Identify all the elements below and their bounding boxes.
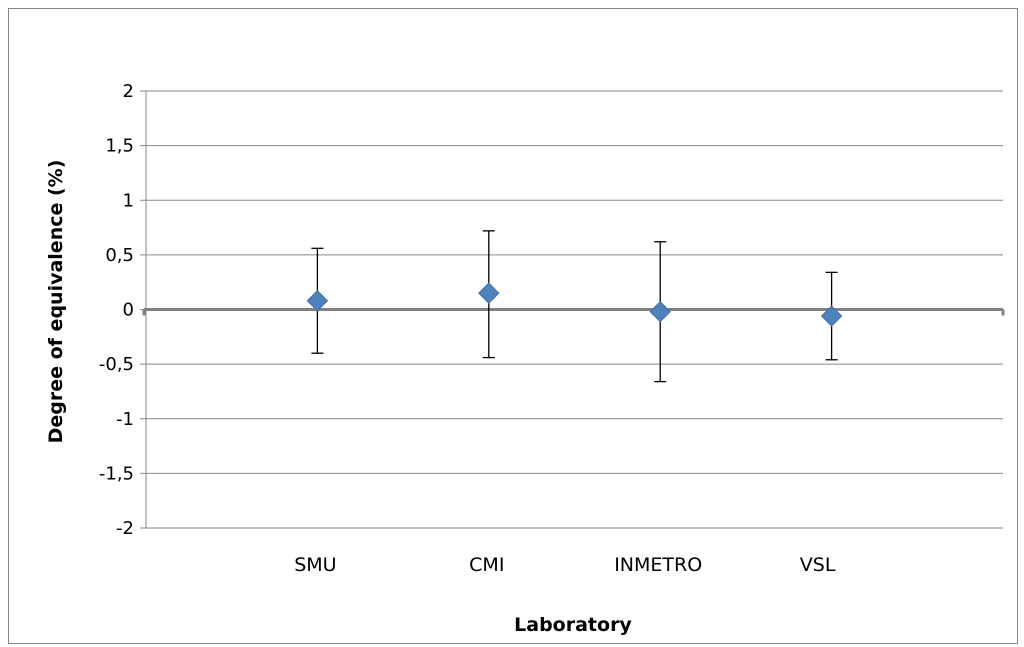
y-tick-label: 1 <box>123 190 134 211</box>
x-tick-label: VSL <box>800 554 836 576</box>
y-axis-title: Degree of equivalence (%) <box>45 160 67 444</box>
y-tick-label: 1,5 <box>105 136 134 157</box>
tick-labels: 2 1,5 1 0,5 0 -0,5 -1 -1,5 -2 SMU CMI INMETRO VSL <box>99 81 836 576</box>
y-tick-label: -1 <box>116 409 134 430</box>
y-tick-label: 0,5 <box>105 245 134 266</box>
y-tick-label: -0,5 <box>99 354 134 375</box>
x-axis-title: Laboratory <box>514 614 632 636</box>
data-point-cmi <box>478 282 500 304</box>
y-tick-label: -1,5 <box>99 463 134 484</box>
x-tick-label: SMU <box>294 554 336 576</box>
y-tick-label: 0 <box>123 300 134 321</box>
error-bars <box>311 230 838 383</box>
data-points <box>306 282 843 327</box>
chart-area <box>8 8 1018 644</box>
gridlines <box>146 90 1003 529</box>
data-point-inmetro <box>649 300 671 323</box>
x-tick-label: INMETRO <box>614 554 702 576</box>
data-point-smu <box>306 290 329 312</box>
y-tick-label: -2 <box>116 518 134 539</box>
data-point-vsl <box>820 305 843 327</box>
axes <box>140 90 1005 529</box>
x-tick-label: CMI <box>469 554 504 576</box>
y-tick-label: 2 <box>123 81 134 102</box>
